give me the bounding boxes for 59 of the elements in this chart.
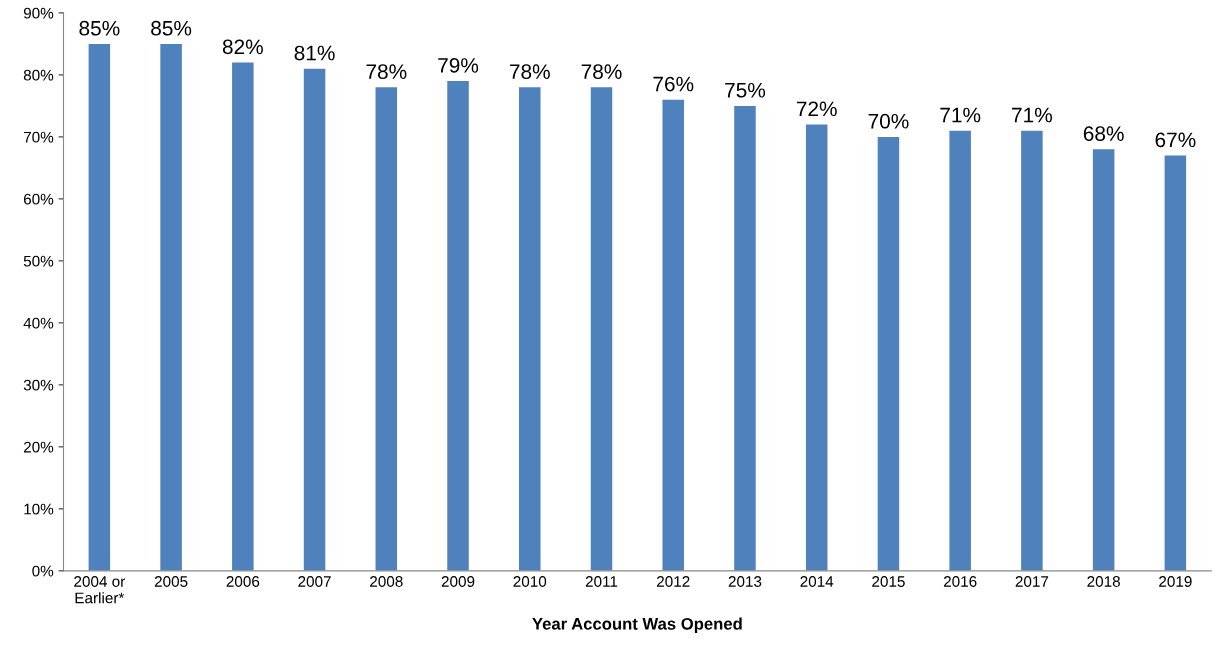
bar <box>303 68 326 571</box>
x-tick-label: 2009 <box>441 576 475 587</box>
bar <box>88 43 111 571</box>
data-label: 70% <box>868 113 909 129</box>
bar <box>590 87 613 571</box>
data-label: 81% <box>294 45 335 61</box>
bar <box>805 124 828 571</box>
data-label: 79% <box>438 58 479 73</box>
data-label: 75% <box>725 82 766 98</box>
x-tick-label: 2016 <box>943 576 977 587</box>
x-tick-label: 2014 <box>800 576 834 587</box>
data-label: 85% <box>79 20 120 36</box>
y-tick-label: 0% <box>32 565 54 577</box>
data-label: 71% <box>940 107 981 123</box>
bar <box>1092 149 1115 571</box>
bar <box>375 87 398 571</box>
y-tick-label: 30% <box>23 379 54 391</box>
x-tick-label: 2005 <box>154 576 188 587</box>
data-label: 85% <box>151 20 192 36</box>
y-tick-label: 20% <box>23 441 54 453</box>
y-tick-label: 50% <box>23 255 54 267</box>
bar <box>1021 130 1043 571</box>
bar <box>519 87 541 571</box>
x-tick-label: 2011 <box>585 576 618 587</box>
y-tick-label: 80% <box>23 69 54 81</box>
x-tick-label: 2004 or Earlier* <box>74 576 126 604</box>
bar <box>734 105 756 571</box>
x-tick-label: 2019 <box>1159 576 1192 587</box>
bar <box>160 43 182 571</box>
x-tick-label: 2012 <box>657 576 690 587</box>
x-tick-label: 2007 <box>298 576 331 587</box>
y-tick-label: 10% <box>24 503 54 515</box>
data-label: 67% <box>1155 132 1196 148</box>
x-tick-label: 2017 <box>1015 576 1049 587</box>
y-tick-label: 60% <box>23 193 54 205</box>
data-label: 82% <box>222 39 263 55</box>
x-tick-label: 2015 <box>872 576 905 587</box>
bar <box>949 130 971 571</box>
x-tick-label: 2008 <box>370 576 403 587</box>
data-label: 78% <box>366 64 407 80</box>
y-tick-label: 40% <box>23 317 54 329</box>
y-tick-label: 90% <box>23 7 54 19</box>
data-label: 71% <box>1012 107 1053 123</box>
bar <box>1164 155 1187 571</box>
bar <box>447 81 469 571</box>
bar <box>877 136 900 571</box>
x-tick-label: 2018 <box>1087 576 1120 587</box>
data-label: 78% <box>581 64 622 80</box>
data-label: 78% <box>509 64 550 80</box>
x-tick-label: 2013 <box>728 576 762 587</box>
bar <box>662 99 684 571</box>
bar <box>232 62 254 571</box>
x-tick-label: 2010 <box>513 576 547 587</box>
data-label: 76% <box>653 76 694 92</box>
data-label: 68% <box>1083 126 1124 141</box>
y-tick-label: 70% <box>23 131 54 143</box>
x-axis-title: Year Account Was Opened <box>532 617 742 634</box>
data-label: 72% <box>796 101 837 117</box>
x-tick-label: 2006 <box>226 576 260 587</box>
